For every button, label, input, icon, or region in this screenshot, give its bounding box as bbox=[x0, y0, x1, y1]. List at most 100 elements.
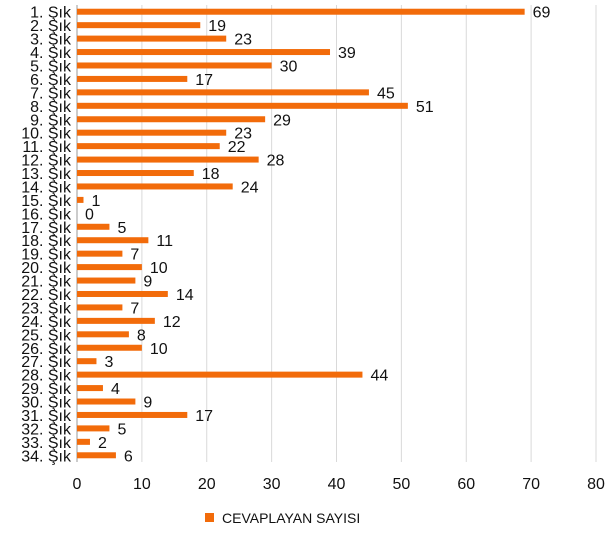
legend-label: CEVAPLAYAN SAYISI bbox=[222, 510, 360, 526]
category-label: 1. Şık bbox=[30, 5, 72, 22]
category-label: 7. Şık bbox=[30, 85, 72, 102]
category-label: 6. Şık bbox=[30, 72, 72, 89]
bar bbox=[77, 250, 123, 257]
data-label: 69 bbox=[533, 5, 551, 22]
data-label: 28 bbox=[267, 153, 285, 170]
bar bbox=[77, 143, 220, 150]
bar bbox=[77, 290, 168, 297]
category-label: 23. Şık bbox=[21, 300, 72, 317]
bar bbox=[77, 223, 110, 230]
bar bbox=[77, 22, 201, 29]
data-label: 23 bbox=[234, 126, 252, 143]
data-label: 10 bbox=[150, 260, 168, 277]
data-label: 7 bbox=[130, 247, 139, 264]
category-label: 18. Şık bbox=[21, 233, 72, 250]
data-label: 9 bbox=[143, 395, 152, 412]
data-label: 29 bbox=[273, 112, 291, 129]
data-label: 14 bbox=[176, 287, 194, 304]
data-label: 17 bbox=[195, 72, 213, 89]
data-label: 23 bbox=[234, 32, 252, 49]
data-label: 11 bbox=[156, 233, 173, 250]
category-label: 3. Şık bbox=[30, 32, 72, 49]
bar bbox=[77, 89, 369, 96]
category-label: 8. Şık bbox=[30, 99, 72, 116]
bar bbox=[77, 317, 155, 324]
category-label: 16. Şık bbox=[21, 206, 72, 223]
category-label: 17. Şık bbox=[21, 220, 72, 237]
data-label: 8 bbox=[137, 327, 146, 344]
data-label: 30 bbox=[280, 58, 298, 75]
category-label: 4. Şık bbox=[30, 45, 72, 62]
category-label: 24. Şık bbox=[21, 314, 72, 331]
bar bbox=[77, 411, 188, 418]
bars bbox=[77, 8, 525, 459]
data-label: 45 bbox=[377, 85, 395, 102]
data-label: 12 bbox=[163, 314, 181, 331]
bar bbox=[77, 358, 97, 365]
category-label: 20. Şık bbox=[21, 260, 72, 277]
data-label: 17 bbox=[195, 408, 213, 425]
data-label: 4 bbox=[111, 381, 120, 398]
category-label: 11. Şık bbox=[22, 139, 72, 156]
bar bbox=[77, 304, 123, 311]
bar bbox=[77, 438, 90, 445]
bar bbox=[77, 75, 188, 82]
data-label: 0 bbox=[85, 206, 94, 223]
category-label: 5. Şık bbox=[30, 58, 72, 75]
category-label: 33. Şık bbox=[21, 435, 72, 452]
data-label: 2 bbox=[98, 435, 107, 452]
bar bbox=[77, 156, 259, 163]
bar bbox=[77, 196, 84, 203]
x-tick-label: 10 bbox=[133, 476, 151, 493]
bar bbox=[77, 452, 116, 459]
category-label: 12. Şık bbox=[21, 153, 72, 170]
category-label: 21. Şık bbox=[21, 274, 72, 291]
bar bbox=[77, 116, 266, 123]
bar bbox=[77, 129, 227, 136]
data-label: 44 bbox=[370, 368, 388, 385]
bar bbox=[77, 398, 136, 405]
category-label: 15. Şık bbox=[21, 193, 72, 210]
x-tick-label: 0 bbox=[73, 476, 82, 493]
x-tick-label: 60 bbox=[457, 476, 475, 493]
category-label: 14. Şık bbox=[21, 179, 72, 196]
data-label: 51 bbox=[416, 99, 434, 116]
category-label: 32. Şık bbox=[21, 421, 72, 438]
bar bbox=[77, 425, 110, 432]
data-label: 5 bbox=[117, 421, 126, 438]
bar bbox=[77, 331, 129, 338]
x-tick-label: 20 bbox=[198, 476, 216, 493]
bar bbox=[77, 277, 136, 284]
bar bbox=[77, 371, 363, 378]
bar bbox=[77, 102, 408, 109]
bar bbox=[77, 170, 194, 177]
category-label: 29. Şık bbox=[21, 381, 72, 398]
category-label: 10. Şık bbox=[21, 126, 72, 143]
category-label: 19. Şık bbox=[21, 247, 72, 264]
data-labels: 6919233930174551292322281824105117109147… bbox=[85, 5, 551, 466]
x-tick-label: 40 bbox=[328, 476, 346, 493]
bar bbox=[77, 183, 233, 190]
bar bbox=[77, 264, 142, 271]
x-tick-label: 70 bbox=[522, 476, 540, 493]
data-label: 7 bbox=[130, 300, 139, 317]
category-label: 27. Şık bbox=[21, 354, 72, 371]
data-label: 18 bbox=[202, 166, 220, 183]
x-tick-label: 30 bbox=[263, 476, 281, 493]
data-label: 9 bbox=[143, 274, 152, 291]
legend: CEVAPLAYAN SAYISI bbox=[205, 510, 360, 526]
category-label: 31. Şık bbox=[21, 408, 72, 425]
data-label: 3 bbox=[104, 354, 113, 371]
category-label: 30. Şık bbox=[21, 395, 72, 412]
x-tick-label: 50 bbox=[392, 476, 410, 493]
bar bbox=[77, 237, 149, 244]
x-tick-labels: 0 10 20 30 40 50 60 70 80 bbox=[73, 476, 605, 493]
data-label: 24 bbox=[241, 179, 259, 196]
data-label: 6 bbox=[124, 448, 133, 465]
data-label: 19 bbox=[208, 18, 226, 35]
x-tick-label: 80 bbox=[587, 476, 605, 493]
category-label: 28. Şık bbox=[21, 368, 72, 385]
data-label: 5 bbox=[117, 220, 126, 237]
